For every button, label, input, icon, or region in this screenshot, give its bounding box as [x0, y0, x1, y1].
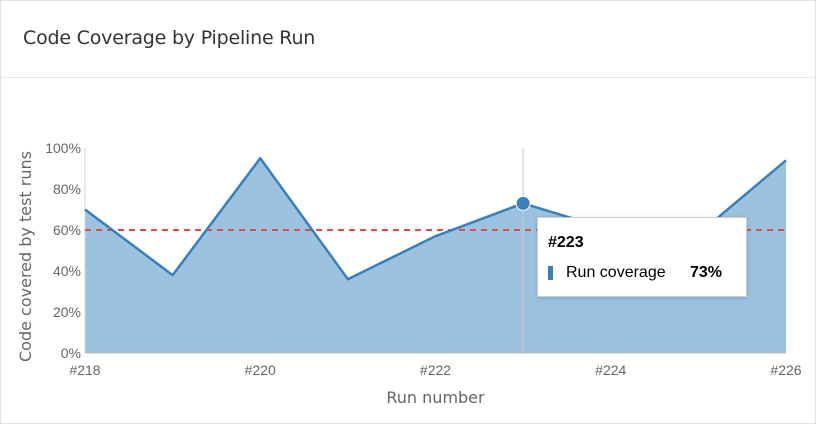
tooltip-series-swatch — [548, 266, 553, 280]
x-tick-label: #222 — [420, 362, 451, 378]
y-tick-label: 40% — [53, 263, 81, 279]
tooltip-value: 73% — [690, 264, 723, 281]
series-area — [85, 158, 786, 353]
x-tick-label: #224 — [595, 362, 626, 378]
y-axis-title: Code covered by test runs — [16, 151, 35, 362]
x-tick-label: #226 — [770, 362, 801, 378]
y-tick-label: 60% — [53, 222, 81, 238]
tooltip-series-label: Run coverage — [566, 264, 666, 281]
y-tick-label: 80% — [53, 181, 81, 197]
y-tick-label: 0% — [61, 345, 81, 361]
card-header: Code Coverage by Pipeline Run — [1, 1, 815, 78]
chart-title: Code Coverage by Pipeline Run — [23, 27, 316, 49]
x-tick-label: #218 — [69, 362, 100, 378]
y-tick-label: 20% — [53, 304, 81, 320]
chart-tooltip: #223 Run coverage 73% — [537, 217, 747, 297]
x-tick-label: #220 — [245, 362, 276, 378]
y-tick-label: 100% — [45, 140, 81, 156]
hover-data-point — [515, 195, 531, 211]
tooltip-title: #223 — [548, 234, 584, 251]
x-axis-title: Run number — [386, 388, 485, 407]
